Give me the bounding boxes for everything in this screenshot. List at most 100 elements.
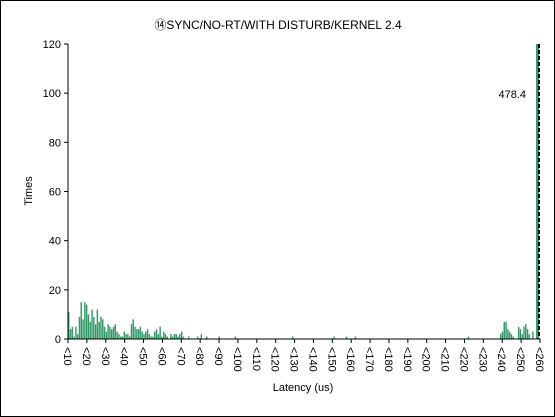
histogram-bar	[345, 336, 348, 339]
histogram-bar	[111, 329, 113, 339]
histogram-bar	[157, 334, 160, 339]
histogram-bar	[143, 334, 145, 339]
histogram-bar	[139, 326, 142, 339]
histogram-bar	[73, 336, 75, 339]
histogram-bar	[154, 331, 156, 340]
histogram-bar	[68, 311, 70, 339]
histogram-bar	[109, 326, 111, 339]
x-tick-label: <230	[476, 347, 488, 372]
histogram-bar	[182, 336, 185, 339]
histogram-bar	[218, 336, 220, 339]
x-tick-label: <100	[231, 347, 243, 372]
y-tick-label: 0	[55, 334, 61, 346]
x-tick-label: <200	[420, 347, 432, 372]
x-tick-label: <30	[99, 347, 111, 366]
histogram-bar	[130, 324, 133, 339]
x-tick-label: <130	[288, 347, 300, 372]
histogram-bar	[119, 336, 122, 339]
x-tick-label: <260	[533, 347, 545, 372]
histogram-bar	[499, 334, 502, 339]
histogram-bar	[71, 326, 74, 339]
histogram-bar	[141, 331, 143, 340]
y-tick-label: 100	[43, 88, 61, 100]
histogram-bar	[121, 336, 124, 339]
x-tick-label: <40	[118, 347, 130, 366]
histogram-bar	[161, 336, 163, 339]
histogram-bar	[234, 336, 237, 339]
x-ticks: <10 <20 <30 <40 <50 <60 <70 <80 <90 <100 <110 <120 <…	[61, 339, 545, 372]
histogram-bar	[82, 319, 84, 339]
histogram-bar	[132, 319, 134, 339]
histogram-bar	[87, 314, 90, 339]
histogram-bar	[145, 331, 147, 340]
histogram-bar	[136, 329, 138, 339]
histogram-bar	[91, 309, 93, 339]
histogram-bar	[75, 326, 77, 339]
x-tick-label: <90	[212, 347, 224, 366]
histogram-bar	[118, 334, 120, 339]
histogram-bar	[523, 326, 525, 339]
histogram-bar	[501, 331, 504, 340]
histogram-bar	[80, 302, 82, 340]
histogram-bar	[505, 321, 507, 339]
x-tick-label: <80	[193, 347, 205, 366]
histogram-bar	[159, 326, 161, 339]
x-tick-label: <50	[137, 347, 149, 366]
histogram-bar	[148, 334, 151, 339]
histogram-bar	[78, 316, 81, 340]
histogram-bar	[93, 316, 95, 340]
x-tick-label: <150	[325, 347, 337, 372]
histogram-bar	[333, 336, 335, 339]
histogram-bar	[105, 331, 108, 340]
histogram-bar	[128, 336, 131, 339]
overflow-bar	[536, 44, 539, 339]
histogram-bar	[525, 324, 527, 339]
histogram-bar	[532, 331, 534, 340]
overflow-bar-annotation: 478.4	[498, 89, 526, 101]
histogram-bar	[166, 336, 169, 339]
histogram-bar	[150, 336, 152, 339]
x-tick-label: <170	[363, 347, 375, 372]
histogram-bar	[467, 336, 470, 339]
histogram-bar	[102, 319, 104, 339]
y-tick-label: 20	[49, 285, 61, 297]
histogram-bar	[177, 336, 179, 339]
histogram-bar	[84, 302, 86, 340]
histogram-bar	[517, 326, 520, 339]
histogram-bar	[134, 326, 136, 339]
histogram-bar	[96, 309, 99, 339]
histogram-bar	[103, 326, 106, 339]
histogram-bar	[114, 324, 117, 339]
histogram-bar	[512, 336, 514, 339]
x-tick-label: <60	[155, 347, 167, 366]
y-ticks: 0 20 40 60 80 100 120	[43, 39, 68, 346]
histogram-bar	[170, 334, 172, 339]
histogram-bar	[526, 329, 529, 339]
x-tick-label: <180	[382, 347, 394, 372]
histogram-bar	[85, 304, 88, 339]
x-tick-label: <220	[458, 347, 470, 372]
histogram-bar	[76, 334, 79, 339]
histogram-bar	[197, 336, 199, 339]
histogram-bar	[89, 321, 91, 339]
y-tick-label: 60	[49, 187, 61, 199]
histogram-bar	[123, 331, 125, 340]
x-tick-label: <240	[495, 347, 507, 372]
chart-title: ⑭SYNC/NO-RT/WITH DISTURB/KERNEL 2.4	[154, 18, 402, 32]
histogram-bar	[98, 321, 100, 339]
histogram-bar	[164, 334, 167, 339]
histogram-bar	[162, 331, 165, 340]
histogram-bar	[173, 334, 176, 339]
histogram-bar	[155, 329, 158, 339]
x-tick-label: <20	[80, 347, 92, 366]
histogram-bar	[116, 331, 118, 340]
histogram-bar	[528, 334, 531, 339]
x-tick-label: <210	[439, 347, 451, 372]
histogram-bar	[354, 336, 357, 339]
histogram-bar	[94, 324, 97, 339]
x-tick-label: <120	[269, 347, 281, 372]
histogram-bar	[521, 334, 523, 339]
histogram-bar	[171, 336, 174, 339]
